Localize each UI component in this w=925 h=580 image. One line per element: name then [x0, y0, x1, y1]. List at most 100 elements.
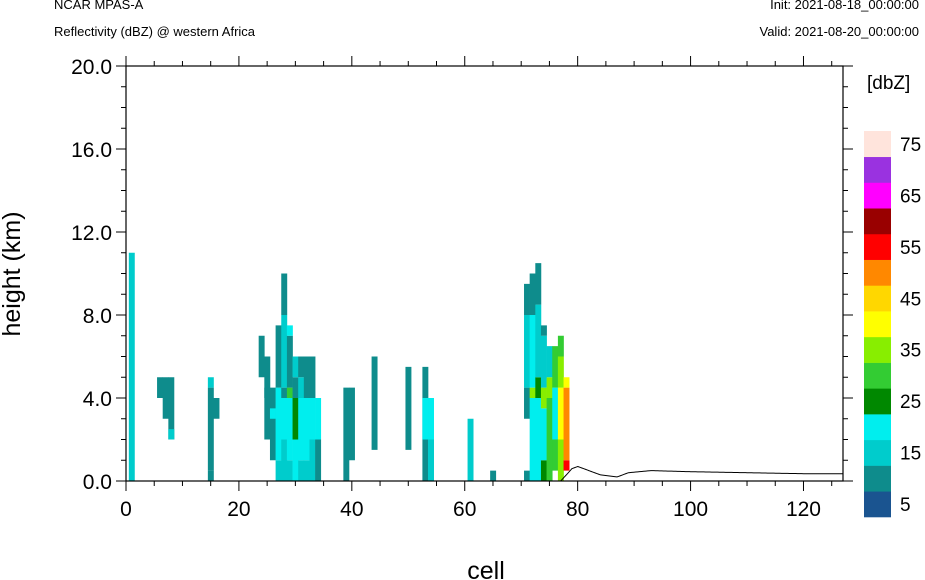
colorbar-swatch	[864, 285, 891, 312]
colorbar-label: 35	[900, 341, 921, 362]
reflectivity-cell	[540, 387, 547, 409]
reflectivity-cell	[298, 377, 305, 398]
reflectivity-cell	[269, 408, 276, 419]
y-axis-title: height (km)	[0, 211, 26, 336]
reflectivity-cell	[264, 387, 271, 398]
reflectivity-cell	[535, 304, 542, 378]
reflectivity-cell	[128, 252, 135, 481]
colorbar-label: 55	[900, 238, 921, 259]
reflectivity-cell	[529, 387, 536, 398]
reflectivity-cell	[298, 356, 305, 378]
model-name: NCAR MPAS-A	[54, 0, 144, 12]
reflectivity-cell	[552, 346, 559, 388]
reflectivity-cell	[157, 377, 163, 398]
reflectivity-cell	[286, 335, 293, 388]
reflectivity-cell	[315, 439, 322, 481]
x-tick-label: 120	[786, 498, 821, 521]
reflectivity-cell	[269, 387, 276, 461]
reflectivity-cell	[343, 439, 350, 481]
reflectivity-cell	[213, 398, 220, 419]
colorbar-swatch	[864, 259, 891, 286]
reflectivity-cell	[168, 377, 175, 440]
init-time: Init: 2021-08-18_00:00:00	[770, 0, 919, 12]
reflectivity-cell	[258, 335, 265, 378]
reflectivity-cell	[524, 470, 530, 481]
reflectivity-cell	[552, 387, 559, 440]
reflectivity-cell	[275, 325, 282, 388]
y-tick-label: 16.0	[71, 139, 112, 162]
reflectivity-cell	[275, 387, 282, 461]
field-title: Reflectivity (dBZ) @ western Africa	[54, 24, 256, 39]
reflectivity-cell	[286, 325, 293, 336]
reflectivity-cell	[529, 273, 536, 315]
y-tick-label: 12.0	[71, 222, 112, 245]
plot-frame	[125, 65, 844, 482]
reflectivity-cell	[286, 387, 293, 398]
reflectivity-cell	[524, 315, 530, 388]
reflectivity-cells	[128, 252, 570, 481]
axes: 0 20 40 60 80 100 120 0.0 4.0 8.0 12.0 16.0 20.0	[71, 56, 853, 521]
colorbar-label: 45	[900, 289, 921, 310]
colorbar-swatch	[864, 465, 891, 492]
colorbar-label: 5	[900, 495, 911, 516]
reflectivity-cell	[540, 335, 547, 388]
reflectivity-cell	[405, 366, 412, 450]
reflectivity-cell	[298, 460, 305, 481]
reflectivity-cell	[428, 439, 434, 481]
reflectivity-cell	[371, 356, 378, 450]
reflectivity-cell	[292, 356, 299, 378]
reflectivity-cell	[303, 398, 310, 461]
reflectivity-cell	[563, 460, 570, 471]
reflectivity-cell	[281, 387, 288, 398]
reflectivity-cell	[428, 398, 434, 440]
colorbar-swatch	[864, 336, 891, 363]
valid-time: Valid: 2021-08-20_00:00:00	[759, 24, 920, 39]
reflectivity-cell	[207, 387, 214, 471]
x-tick-label: 40	[340, 498, 363, 521]
reflectivity-cell	[303, 460, 310, 481]
reflectivity-cell	[557, 356, 564, 388]
y-tick-label: 20.0	[71, 56, 112, 79]
reflectivity-cell	[281, 315, 288, 388]
colorbar-swatch	[864, 131, 891, 158]
reflectivity-cell	[162, 377, 169, 419]
colorbar-swatch	[864, 156, 891, 183]
reflectivity-cell	[529, 315, 536, 388]
colorbar-label: 75	[900, 135, 921, 156]
y-tick-label: 0.0	[83, 471, 112, 494]
reflectivity-cell	[529, 398, 536, 481]
reflectivity-cell	[563, 387, 570, 461]
reflectivity-cell	[524, 387, 530, 419]
reflectivity-cell	[292, 377, 299, 398]
reflectivity-cell	[286, 398, 293, 461]
reflectivity-cell	[540, 460, 547, 481]
reflectivity-cell	[281, 398, 288, 440]
reflectivity-cell	[557, 439, 564, 481]
colorbar-swatch	[864, 208, 891, 235]
reflectivity-cell	[298, 398, 305, 461]
colorbar-label: 15	[900, 444, 921, 465]
reflectivity-cell	[343, 387, 350, 440]
x-tick-label: 100	[673, 498, 708, 521]
y-tick-label: 4.0	[83, 388, 112, 411]
reflectivity-cell	[207, 470, 214, 481]
reflectivity-cell	[292, 398, 299, 440]
reflectivity-cell	[281, 439, 288, 481]
reflectivity-cell	[552, 439, 559, 471]
colorbar-label: 25	[900, 392, 921, 413]
reflectivity-cell	[557, 387, 564, 440]
reflectivity-cell	[563, 377, 570, 388]
colorbar-swatch	[864, 491, 891, 518]
reflectivity-cell	[286, 460, 293, 481]
reflectivity-cell	[349, 387, 355, 461]
reflectivity-cell	[303, 356, 310, 398]
reflectivity-cell	[467, 418, 474, 481]
reflectivity-cell	[524, 283, 530, 315]
colorbar-swatch	[864, 439, 891, 466]
y-tick-label: 8.0	[83, 305, 112, 328]
reflectivity-cell	[281, 273, 288, 315]
reflectivity-cell	[309, 439, 316, 481]
colorbar-swatch	[864, 233, 891, 260]
colorbar-unit: [dbZ]	[867, 73, 910, 94]
